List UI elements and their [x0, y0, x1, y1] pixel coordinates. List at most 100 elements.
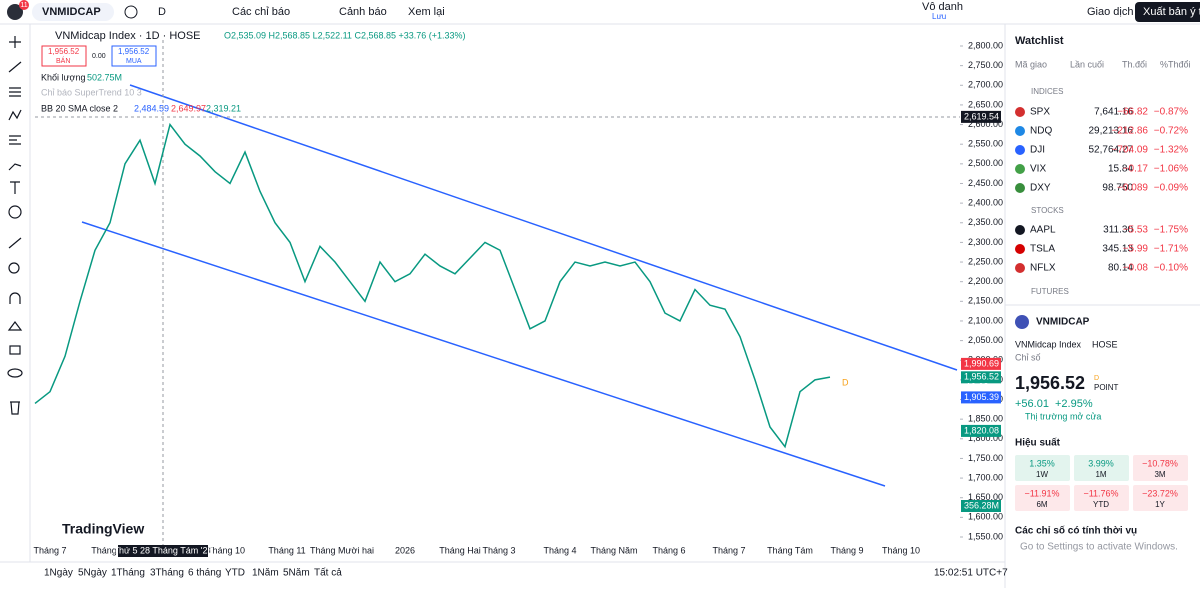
price-tag — [961, 357, 1001, 370]
bb-value: 2,484.59 — [134, 103, 169, 113]
publish-btn[interactable]: Xuất bản ý tư — [1143, 6, 1200, 18]
y-tick-label: 2,300.00 — [968, 237, 1003, 247]
avatar[interactable] — [7, 4, 23, 20]
forecast-tool[interactable] — [9, 135, 21, 145]
indicators-btn[interactable]: Các chỉ báo — [232, 6, 290, 18]
text-tool[interactable] — [10, 181, 20, 194]
row-change: −704.09 — [1112, 145, 1149, 156]
watermark: TradingView — [62, 521, 144, 537]
seasonal-title: Các chỉ số có tính thời vụ — [1015, 525, 1137, 537]
lock-drawings[interactable] — [7, 321, 23, 331]
trade-btn[interactable]: Giao dịch — [1087, 6, 1133, 18]
y-tick-label: 2,800.00 — [968, 40, 1003, 50]
price-tag — [961, 110, 1001, 123]
x-tick-label: Tháng 7 — [33, 545, 66, 555]
row-symbol[interactable]: AAPL — [1030, 225, 1056, 236]
section-label: INDICES — [1031, 87, 1063, 96]
symbol-icon — [1015, 164, 1025, 174]
replay-btn[interactable]: Xem lại — [408, 6, 445, 18]
brush-tool[interactable] — [8, 163, 22, 171]
period-btn[interactable]: 5Năm — [283, 568, 310, 579]
y-tick-label: 1,650.00 — [968, 492, 1003, 502]
y-tick-label: 2,400.00 — [968, 197, 1003, 207]
period-btn[interactable]: 1Ngày — [44, 568, 73, 579]
supertrend-label: Chỉ báo SuperTrend 10 3 — [41, 87, 142, 97]
detail-change-pct: +2.95% — [1055, 398, 1093, 410]
emoji-tool[interactable] — [8, 205, 22, 219]
price-tag — [961, 391, 1001, 404]
trash-tool[interactable] — [10, 401, 20, 415]
row-symbol[interactable]: DJI — [1030, 145, 1045, 156]
channel-lower — [81, 221, 886, 487]
pattern-tool[interactable] — [8, 109, 22, 121]
perf-period: 1W — [1036, 470, 1048, 479]
fib-tool[interactable] — [9, 87, 21, 97]
perf-box — [1074, 455, 1129, 481]
x-tick-label: Tháng 10 — [882, 545, 920, 555]
y-tick-label: 2,550.00 — [968, 139, 1003, 149]
compare-btn[interactable] — [124, 5, 138, 19]
y-tick-label: 1,600.00 — [968, 512, 1003, 522]
row-change: −0.17 — [1123, 164, 1149, 175]
perf-value: −23.72% — [1142, 488, 1178, 498]
x-tick-label: Tháng 7 — [712, 545, 745, 555]
period-btn[interactable]: 3Tháng — [150, 568, 184, 579]
publish-box[interactable] — [1135, 2, 1200, 22]
sell-label: BÁN — [56, 56, 70, 65]
buy-label: MUA — [126, 58, 142, 65]
buy-price: 1,956.52 — [118, 47, 150, 56]
row-symbol[interactable]: NDQ — [1030, 126, 1052, 137]
symbol-box[interactable] — [32, 3, 114, 21]
visibility-tool[interactable] — [7, 368, 23, 378]
symbol-icon — [1015, 145, 1025, 155]
lock-tool[interactable] — [9, 345, 21, 355]
period-btn[interactable]: 1Năm — [252, 568, 279, 579]
buy-box[interactable] — [111, 45, 157, 67]
period-btn[interactable]: Tất cả — [314, 567, 342, 579]
line-tool[interactable] — [8, 61, 22, 73]
period-btn[interactable]: 6 tháng — [188, 568, 221, 579]
price-tag-label: 1,990.69 — [964, 358, 999, 368]
row-symbol[interactable]: SPX — [1030, 107, 1050, 118]
row-symbol[interactable]: NFLX — [1030, 263, 1056, 274]
sell-price: 1,956.52 — [48, 47, 80, 56]
period-btn[interactable]: 5Ngày — [78, 568, 107, 579]
zoom-tool[interactable] — [8, 262, 20, 274]
symbol-icon — [1015, 107, 1025, 117]
y-tick-label: 1,550.00 — [968, 531, 1003, 541]
row-symbol[interactable]: TSLA — [1030, 244, 1055, 255]
symbol-search[interactable]: VNMIDCAP — [42, 6, 101, 18]
dividend-marker: D — [842, 378, 849, 388]
column-header: %Thđổi — [1160, 59, 1191, 69]
y-tick-label: 2,600.00 — [968, 119, 1003, 129]
top-bar — [0, 0, 1200, 24]
detail-icon — [1015, 315, 1029, 329]
row-change-pct: −1.71% — [1154, 244, 1188, 255]
crosshair-tool[interactable] — [9, 36, 21, 48]
bb-value: 2,649.97 — [171, 103, 206, 113]
interval[interactable]: D — [158, 6, 166, 18]
magnet-tool[interactable] — [9, 292, 21, 304]
row-symbol[interactable]: DXY — [1030, 183, 1051, 194]
volume-tag — [961, 500, 1001, 512]
row-symbol[interactable]: VIX — [1030, 164, 1046, 175]
bb-value: 2,319.21 — [206, 103, 241, 113]
period-btn[interactable]: YTD — [225, 568, 245, 579]
y-tick-label: 2,650.00 — [968, 99, 1003, 109]
x-tick-label: Tháng Năm — [590, 545, 637, 555]
row-change: −66.82 — [1117, 107, 1148, 118]
detail-price: 1,956.52 — [1015, 373, 1085, 393]
perf-period: 1M — [1095, 470, 1106, 479]
sell-box[interactable] — [41, 45, 87, 67]
ruler-tool[interactable] — [8, 237, 22, 249]
section-label: STOCKS — [1031, 206, 1064, 215]
alerts-btn[interactable]: Cảnh báo — [339, 6, 387, 18]
badge-text: 11 — [20, 2, 27, 9]
perf-box — [1133, 455, 1188, 481]
period-btn[interactable]: 1Tháng — [111, 568, 145, 579]
clock: 15:02:51 UTC+7 — [934, 568, 1008, 579]
symbol-icon — [1015, 183, 1025, 193]
x-tick-label: 2026 — [395, 545, 415, 555]
row-last: 311.30 — [1103, 225, 1133, 236]
